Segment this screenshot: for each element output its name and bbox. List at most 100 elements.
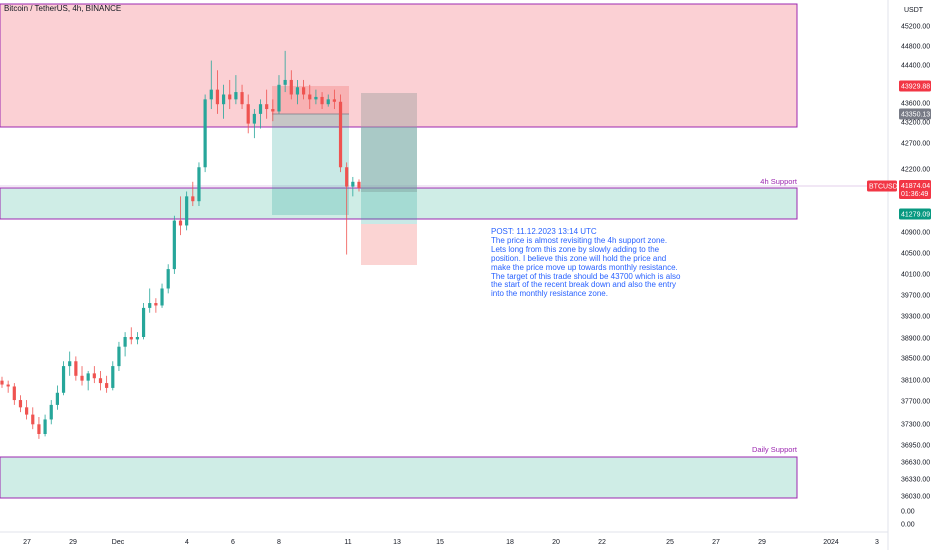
candle-body: [129, 337, 133, 340]
price-tick-label: 43600.00: [901, 101, 930, 108]
time-tick-label: 13: [393, 539, 401, 546]
note-title: POST: 11.12.2023 13:14 UTC: [491, 227, 597, 236]
candles: [0, 50, 361, 439]
candle-body: [215, 89, 220, 105]
candle-body: [277, 84, 281, 112]
price-tick-label: 38500.00: [901, 356, 930, 363]
candle-body: [283, 79, 287, 85]
price-tick-label: 44800.00: [901, 44, 930, 51]
candle-body: [228, 94, 232, 100]
currency-label: USDT: [904, 7, 924, 14]
candle-body: [326, 99, 330, 105]
support-price-badge-bg: [899, 208, 931, 220]
support-4h-zone: [0, 187, 798, 220]
candle-body: [203, 99, 207, 168]
time-tick-label: 8: [277, 539, 281, 546]
price-tick-label: 37700.00: [901, 399, 930, 406]
candle-body: [178, 220, 183, 226]
time-tick-label: 25: [666, 539, 674, 546]
candle-body: [357, 181, 361, 188]
price-tick-label: 37300.00: [901, 422, 930, 429]
candle-body: [197, 167, 201, 202]
price-tick-label: 42200.00: [901, 167, 930, 174]
candle-body: [351, 181, 355, 187]
candle-body: [160, 288, 164, 306]
price-tick-label: 44400.00: [901, 63, 930, 70]
candle-body: [148, 303, 152, 308]
trade-stop-box-2: [361, 224, 417, 265]
candle-body: [320, 96, 324, 105]
candle-body: [246, 104, 250, 124]
candle-body: [43, 419, 47, 434]
support-daily-label: Daily Support: [752, 445, 798, 454]
candle-body: [37, 424, 41, 434]
price-tick-label: 36030.00: [901, 494, 930, 501]
candle-body: [154, 303, 158, 306]
candle-body: [314, 96, 318, 100]
time-tick-label: Dec: [112, 539, 125, 546]
price-tick-label: 40500.00: [901, 251, 930, 258]
candle-body: [308, 94, 312, 100]
price-tick-label: 36630.00: [901, 460, 930, 467]
candle-body: [166, 269, 170, 289]
price-tick-label: 36330.00: [901, 477, 930, 484]
candle-body: [295, 87, 300, 95]
time-tick-label: 22: [598, 539, 606, 546]
time-tick-label: 6: [231, 539, 235, 546]
candle-body: [345, 167, 349, 187]
candle-body: [31, 414, 35, 425]
price-tick-label: 36950.00: [901, 443, 930, 450]
candle-body: [68, 361, 72, 367]
price-tick-label: 0.00: [901, 509, 915, 516]
resistance-price-badge: 43929.88: [901, 84, 930, 91]
candle-body: [191, 196, 195, 202]
time-tick-label: 27: [23, 539, 31, 546]
candle-body: [338, 101, 343, 168]
trade-target-box-1: [272, 114, 349, 215]
candle-body: [271, 109, 275, 112]
trade-stop-box-1: [272, 86, 349, 114]
candle-body: [252, 113, 256, 124]
time-tick-label: 3: [875, 539, 879, 546]
candle-body: [74, 361, 78, 376]
entry-price-badge: 43350.13: [901, 112, 930, 119]
resistance-price-badge-bg: [899, 80, 931, 92]
price-tick-label: 43200.00: [901, 120, 930, 127]
candle-body: [0, 380, 4, 385]
price-tick-label: 0.00: [901, 522, 915, 529]
candle-body: [18, 400, 23, 408]
candle-body: [221, 94, 226, 105]
candle-body: [172, 220, 176, 270]
time-tick-label: 20: [552, 539, 560, 546]
candle-body: [105, 383, 109, 388]
candle-body: [185, 196, 189, 226]
candle-body: [209, 89, 213, 100]
candle-body: [98, 378, 103, 384]
trade-pending-box: [361, 93, 417, 192]
support-price-badge: 41279.09: [901, 212, 930, 219]
candle-body: [86, 373, 90, 381]
symbol-title: Bitcoin / TetherUS, 4h, BINANCE: [4, 4, 122, 13]
candle-body: [55, 392, 59, 405]
support-daily-zone: [0, 456, 798, 499]
price-tick-label: 45200.00: [901, 24, 930, 31]
candle-body: [240, 92, 244, 105]
time-tick-label: 15: [436, 539, 444, 546]
candle-body: [123, 337, 127, 347]
candle-body: [289, 79, 293, 95]
last-price-badge: 41874.04: [901, 183, 930, 190]
trade-note: POST: 11.12.2023 13:14 UTC The price is …: [491, 227, 681, 299]
price-tick-label: 40100.00: [901, 272, 930, 279]
price-tick-label: 38100.00: [901, 378, 930, 385]
support-4h-label: 4h Support: [760, 177, 798, 186]
time-tick-label: 29: [69, 539, 77, 546]
candle-body: [258, 104, 263, 114]
candle-body: [12, 386, 16, 401]
candle-body: [6, 384, 10, 387]
countdown-badge: 01:36:49: [901, 191, 928, 198]
price-tick-label: 38900.00: [901, 336, 930, 343]
candle-body: [265, 104, 269, 110]
candle-body: [80, 375, 84, 381]
candle-body: [141, 307, 146, 337]
